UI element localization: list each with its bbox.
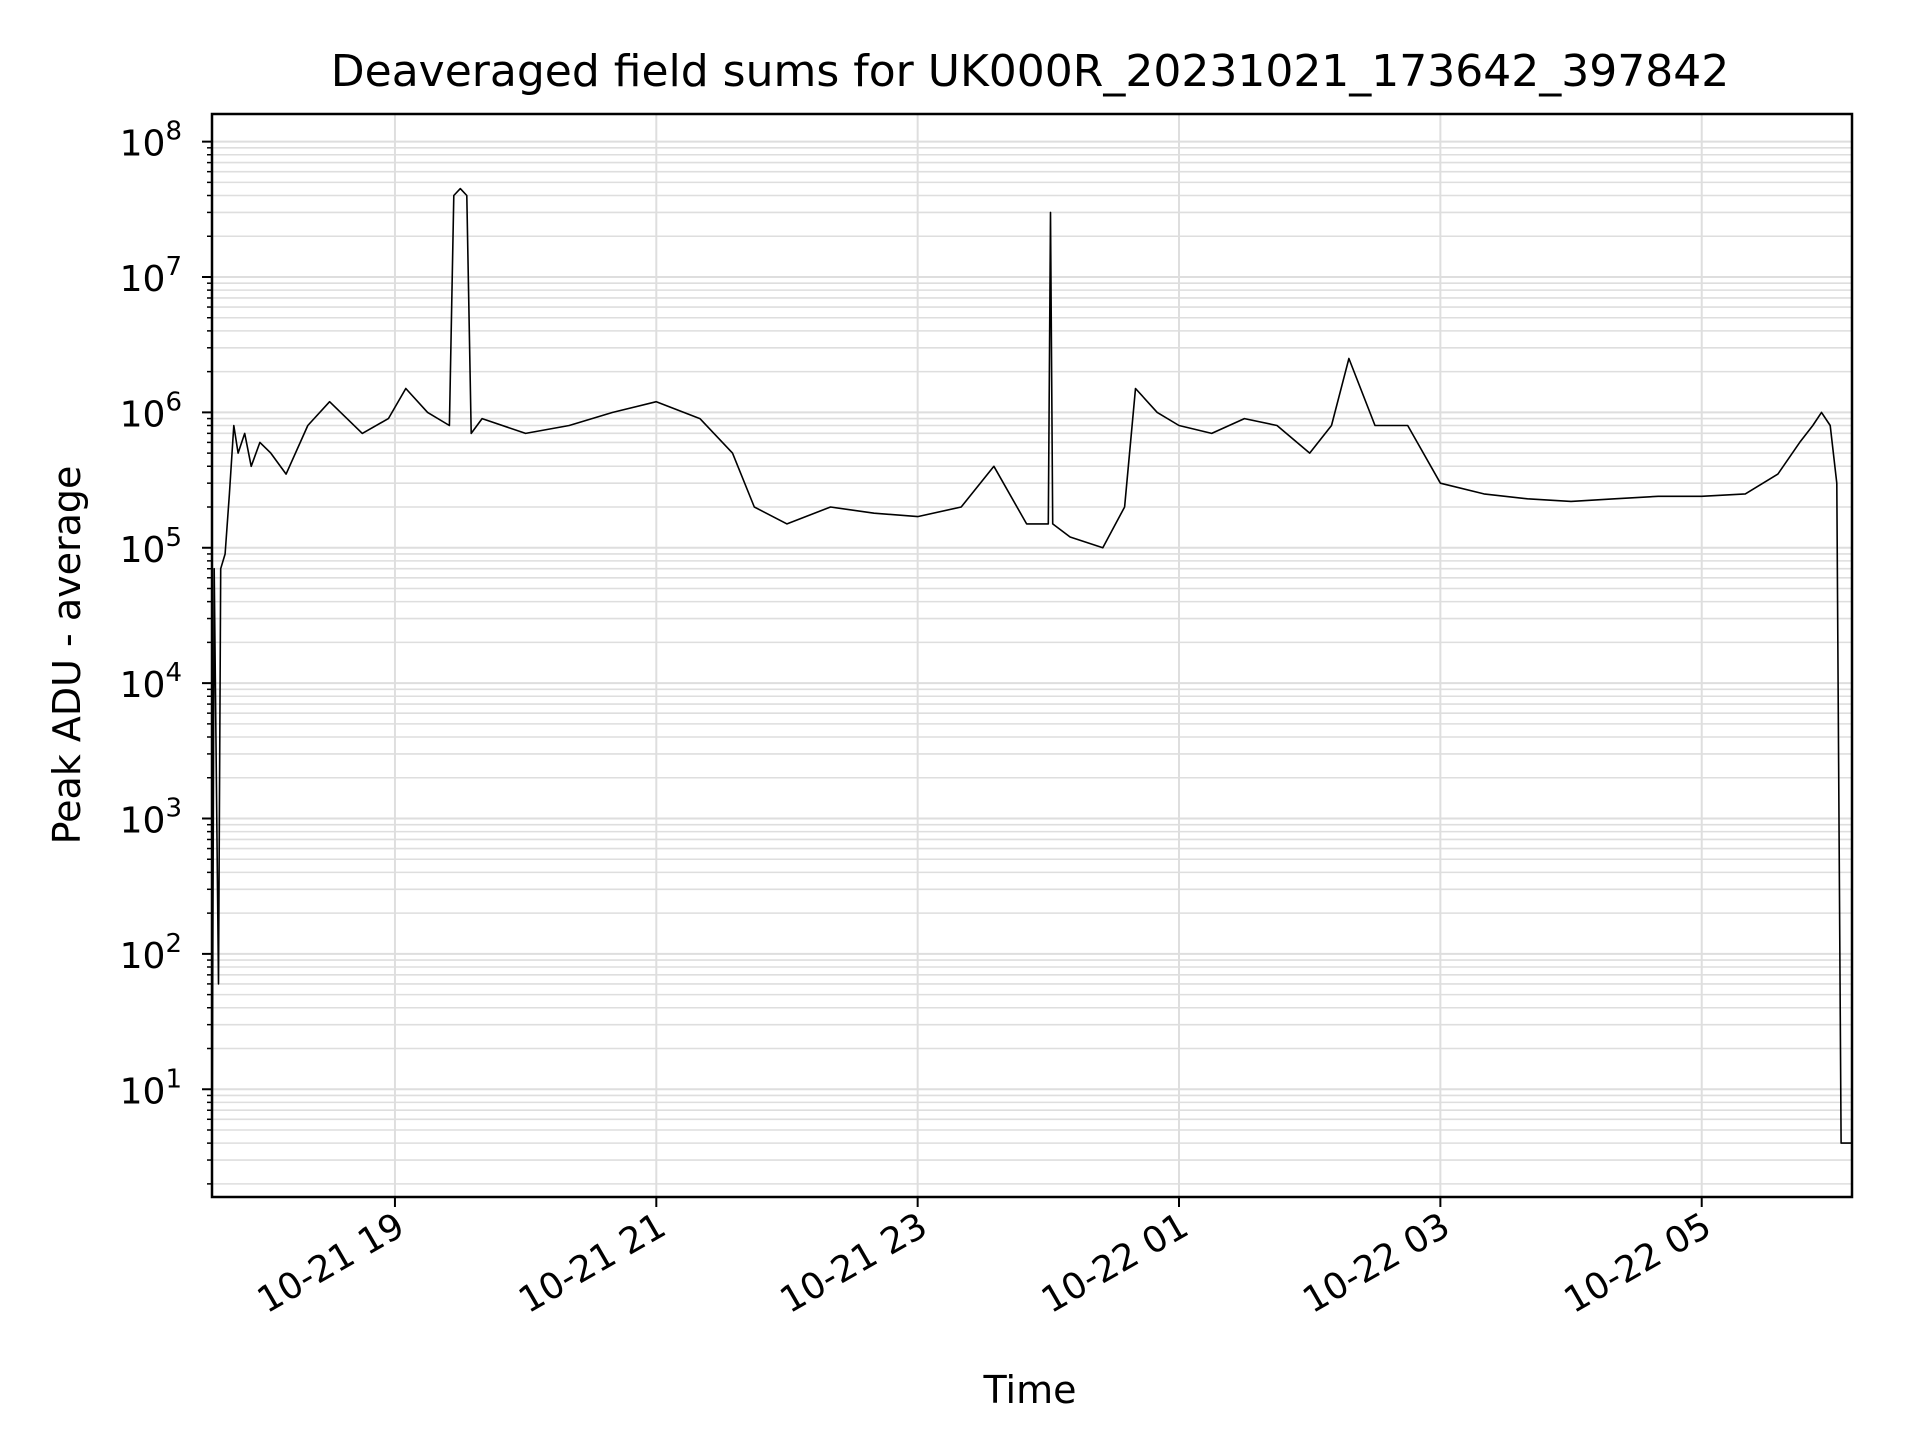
plot-area [212, 187, 1852, 1184]
grid [212, 114, 1852, 1197]
chart-title: Deaveraged field sums for UK000R_2023102… [331, 46, 1729, 97]
y-tick-label: 108 [120, 117, 182, 165]
y-axis-label: Peak ADU - average [45, 466, 89, 845]
y-tick-label: 105 [120, 523, 182, 571]
plot-frame [210, 112, 1854, 1199]
x-axis-label: Time [983, 1368, 1077, 1412]
y-tick-label: 104 [120, 658, 182, 706]
series-line [212, 187, 1852, 1184]
y-tick-label: 107 [120, 252, 182, 300]
y-tick-label: 103 [120, 794, 182, 842]
y-tick-label: 106 [120, 387, 182, 435]
y-tick-label: 102 [120, 929, 182, 977]
y-tick-label: 101 [120, 1064, 182, 1112]
